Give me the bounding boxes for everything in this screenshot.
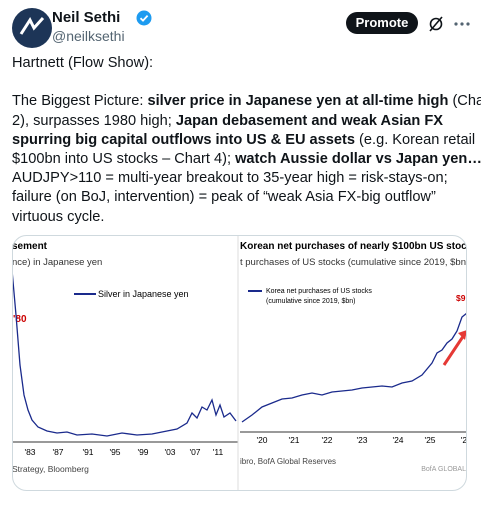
author-name[interactable]: Neil Sethi bbox=[52, 9, 121, 26]
x-tick-label: '83 bbox=[24, 447, 35, 457]
x-tick-label: '21 bbox=[288, 435, 299, 445]
text: virtuous cycle. bbox=[12, 208, 105, 225]
bold-text: Japan debasement and weak Asian FX bbox=[175, 112, 443, 129]
korea-line bbox=[241, 312, 467, 423]
text-line: $100bn into US stocks – Chart 4); watch … bbox=[12, 150, 481, 169]
text-line: spurring big capital outflows into US & … bbox=[12, 131, 481, 150]
x-tick-label: '11 bbox=[213, 447, 224, 457]
attached-image[interactable]: sement nce) in Japanese yen Silver in Ja… bbox=[12, 235, 467, 491]
x-tick-label: '95 bbox=[109, 447, 120, 457]
text-line: virtuous cycle. bbox=[12, 208, 481, 227]
text: The Biggest Picture: bbox=[12, 93, 148, 110]
right-title: Korean net purchases of nearly $100bn US… bbox=[240, 241, 467, 252]
silver-line bbox=[12, 269, 237, 437]
verified-badge bbox=[136, 10, 152, 26]
bold-text: watch Aussie dollar vs Japan yen… bbox=[235, 150, 481, 167]
text-line: Hartnett (Flow Show): bbox=[12, 54, 481, 73]
right-legend: (cumulative since 2019, $bn) bbox=[266, 298, 356, 305]
arrow bbox=[442, 334, 466, 366]
text-line bbox=[12, 73, 481, 92]
text: AUDJPY>110 = multi-year breakout to 35-y… bbox=[12, 170, 448, 187]
image-border bbox=[12, 235, 467, 491]
right-legend: Korea net purchases of US stocks bbox=[266, 288, 372, 295]
bold-text: silver price in Japanese yen at all-time… bbox=[147, 93, 449, 110]
text: (Chart bbox=[452, 93, 481, 110]
x-tick-label: '91 bbox=[82, 447, 93, 457]
text: (e.g. Korean retail bbox=[355, 131, 476, 148]
text: failure (on BoJ, intervention) = peak of… bbox=[12, 189, 436, 206]
x-tick-label: '07 bbox=[189, 447, 200, 457]
x-tick-label: '22 bbox=[321, 435, 332, 445]
text: Hartnett (Flow Show): bbox=[12, 55, 154, 71]
left-annotation: '80 bbox=[13, 314, 27, 325]
x-tick-label: '99 bbox=[137, 447, 148, 457]
text-line: 2), surpasses 1980 high; Japan debasemen… bbox=[12, 112, 481, 131]
author-handle[interactable]: @neilksethi bbox=[52, 28, 125, 44]
x-tick-label: '20 bbox=[256, 435, 267, 445]
left-title: sement bbox=[12, 241, 48, 252]
text-line: failure (on BoJ, intervention) = peak of… bbox=[12, 188, 481, 207]
arrow-head bbox=[458, 330, 467, 340]
text-line: AUDJPY>110 = multi-year breakout to 35-y… bbox=[12, 169, 481, 188]
icons[interactable] bbox=[427, 14, 477, 34]
right-brand: BofA GLOBAL bbox=[421, 466, 466, 473]
right-source: ibro, BofA Global Reserves bbox=[240, 457, 336, 466]
text: 2), surpasses 1980 high; bbox=[12, 112, 176, 129]
x-tick-label: '03 bbox=[164, 447, 175, 457]
left-subtitle: nce) in Japanese yen bbox=[12, 257, 102, 268]
x-tick-label: '2 bbox=[461, 435, 467, 445]
right-subtitle: t purchases of US stocks (cumulative sin… bbox=[240, 257, 467, 268]
right-annotation: $9 bbox=[456, 293, 466, 303]
avatar[interactable] bbox=[12, 8, 52, 48]
x-tick-label: '87 bbox=[52, 447, 63, 457]
x-tick-label: '24 bbox=[392, 435, 403, 445]
tweet-text: Hartnett (Flow Show): The Biggest Picture… bbox=[12, 54, 481, 227]
text-line: The Biggest Picture: silver price in Jap… bbox=[12, 92, 481, 111]
x-tick-label: '23 bbox=[356, 435, 367, 445]
left-source: Strategy, Bloomberg bbox=[12, 464, 89, 474]
x-tick-label: '25 bbox=[424, 435, 435, 445]
left-legend: Silver in Japanese yen bbox=[98, 289, 189, 299]
bold-text: spurring big capital outflows into US & … bbox=[12, 131, 355, 148]
promote-button[interactable]: Promote bbox=[346, 12, 418, 34]
text: $100bn into US stocks – Chart 4); bbox=[12, 150, 236, 167]
